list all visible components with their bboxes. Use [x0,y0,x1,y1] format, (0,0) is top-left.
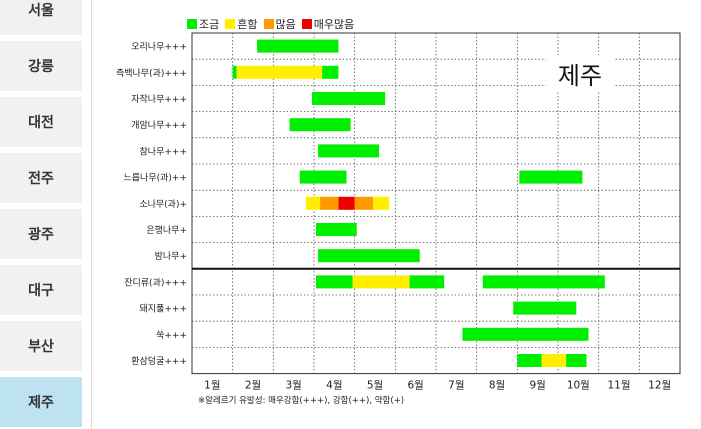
chart-title: 제주 [546,55,614,91]
month-tick-label: 4월 [326,380,342,392]
pollen-bar-medium [372,196,390,210]
row-label: 잔디류(과)+++ [124,277,187,288]
legend-label-medium: 흔함 [237,18,258,31]
legend-item-low: 조금 [187,16,219,32]
legend-swatch-medium [225,19,236,29]
sidebar-item-city[interactable]: 제주 [0,377,82,427]
pollen-bar-low [289,118,351,132]
pollen-bar-low [318,144,380,158]
pollen-bar-medium [352,275,410,289]
sidebar-item-city[interactable]: 대구 [0,265,82,315]
row-label: 소나무(과)+ [139,199,187,210]
legend-label-very-high: 매우많음 [313,18,355,31]
pollen-bar-low [519,170,583,184]
row-label: 오리나무+++ [131,42,187,53]
month-tick-label: 6월 [407,380,423,392]
pollen-bar-low [299,170,347,184]
row-label: 쑥+++ [156,330,187,341]
pollen-bar-low [409,275,445,289]
sidebar-item-city[interactable]: 광주 [0,209,82,259]
pollen-bar-low [316,275,353,289]
pollen-bar-low [322,65,339,79]
pollen-bar-medium [305,196,321,210]
row-label: 느릅나무(과)++ [123,173,187,184]
pollen-bar-medium [541,354,567,367]
row-label: 자작나무+++ [131,94,187,105]
sidebar-item-city[interactable]: 서울 [0,0,82,35]
month-tick-label: 12월 [648,380,671,392]
pollen-bar-low [482,275,605,289]
chart-legend: 조금 흔함 많음 매우많음 [187,16,360,32]
pollen-bar-low [517,354,542,367]
sidebar-item-city[interactable]: 대전 [0,97,82,147]
pollen-bar-high [320,196,339,210]
sidebar-item-city[interactable]: 강릉 [0,41,82,91]
pollen-bar-high [354,196,373,210]
month-tick-label: 7월 [448,380,464,392]
month-tick-label: 3월 [285,380,301,392]
pollen-bar-low [462,327,589,341]
legend-swatch-high [263,19,274,29]
legend-swatch-low [187,19,197,29]
pollen-bar-very-high [338,196,355,210]
row-label: 환삼덩굴+++ [131,355,187,367]
row-label: 측백나무(과)+++ [116,68,187,79]
month-tick-label: 1월 [204,380,220,392]
pollen-bar-medium [236,65,323,79]
row-label: 돼지풀+++ [140,304,187,315]
month-tick-label: 9월 [529,380,545,392]
month-tick-label: 11월 [607,380,630,392]
month-tick-label: 5월 [367,380,383,392]
row-label: 개암나무+++ [131,119,187,131]
pollen-bar-low [311,92,386,105]
legend-item-high: 많음 [263,16,296,32]
pollen-bar-low [232,65,237,79]
row-label: 은행나무+ [146,224,187,236]
legend-item-very-high: 매우많음 [301,16,355,32]
legend-swatch-very-high [301,19,312,29]
month-tick-label: 2월 [245,380,261,392]
allergy-footnote: ※알레르기 유발성: 매우강함(+++), 강함(++), 약함(+) [198,396,405,406]
month-tick-label: 10월 [567,380,590,392]
legend-label-high: 많음 [275,18,296,31]
pollen-bar-low [316,223,357,236]
row-label: 밤나무+ [155,251,187,262]
pollen-bar-low [513,301,577,315]
sidebar-item-city[interactable]: 부산 [0,321,82,371]
sidebar-item-city[interactable]: 전주 [0,153,82,203]
row-label: 참나무+++ [140,146,187,157]
pollen-bar-low [566,354,587,367]
legend-label-low: 조금 [199,18,220,31]
month-tick-label: 8월 [489,380,505,392]
legend-item-medium: 흔함 [225,16,258,32]
pollen-bar-low [257,39,339,53]
sidebar-divider [91,0,92,429]
pollen-bar-low [318,249,420,263]
